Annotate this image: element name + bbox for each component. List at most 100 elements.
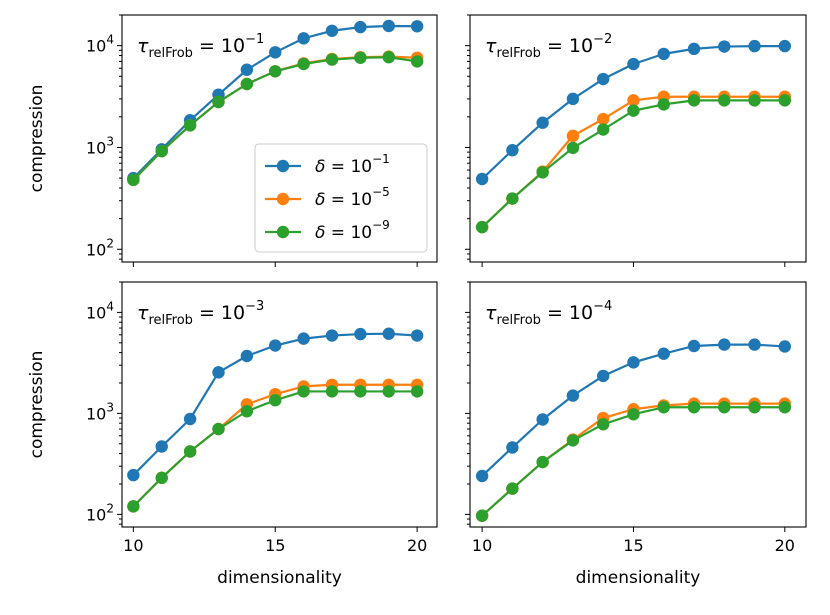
panel-2: τrelFrob = 10−2	[465, 14, 807, 267]
data-point	[778, 340, 792, 353]
data-point	[566, 129, 580, 143]
data-point	[212, 366, 225, 379]
x-tick-label: 10	[472, 536, 492, 555]
series-1	[475, 338, 792, 483]
y-tick-base: 10	[86, 303, 106, 322]
data-point	[627, 94, 640, 107]
y-tick-base: 10	[86, 240, 106, 259]
data-point	[155, 471, 168, 485]
data-point	[183, 445, 197, 458]
title-equals: = 10	[193, 302, 245, 324]
data-point	[748, 401, 761, 414]
y-axis-label: compression	[27, 351, 47, 459]
data-point	[596, 123, 610, 136]
y-tick-base: 10	[86, 138, 106, 157]
title-tau: τ	[137, 302, 149, 324]
data-point	[657, 47, 670, 61]
title-subscript: relFrob	[148, 313, 192, 328]
plot-frame	[469, 14, 807, 263]
data-point	[536, 455, 549, 469]
title-equals: = 10	[193, 35, 245, 57]
legend-equals: = 10	[325, 190, 372, 210]
data-point	[325, 24, 339, 37]
title-subscript: relFrob	[148, 46, 192, 61]
data-point	[269, 394, 282, 407]
legend-equals: = 10	[325, 157, 372, 177]
legend-label: δ = 10−5	[315, 185, 390, 210]
legend-label: δ = 10−9	[315, 218, 390, 243]
data-point	[627, 57, 640, 71]
data-point	[212, 422, 225, 436]
panel-title: τrelFrob = 10−4	[485, 299, 612, 328]
title-exponent: −4	[593, 299, 612, 314]
data-point	[718, 94, 731, 107]
y-tick-label: 103	[86, 400, 114, 423]
legend-delta: δ	[315, 157, 325, 177]
title-tau: τ	[485, 35, 497, 57]
y-axis-label: compression	[27, 85, 47, 193]
x-axis-label: dimensionality	[576, 568, 701, 588]
panel-title: τrelFrob = 10−1	[137, 32, 264, 61]
y-tick-exponent: 4	[106, 33, 114, 47]
y-tick-label: 104	[86, 299, 114, 322]
y-tick-exponent: 2	[106, 236, 114, 250]
title-exponent: −1	[245, 32, 264, 47]
y-tick-exponent: 3	[106, 134, 114, 148]
data-point	[506, 482, 519, 495]
data-point	[183, 412, 197, 426]
legend-label: δ = 10−1	[315, 152, 390, 177]
data-point	[778, 401, 792, 414]
data-point	[155, 440, 168, 453]
data-point	[155, 144, 168, 158]
y-tick-label: 102	[86, 236, 114, 259]
data-point	[240, 349, 254, 363]
y-tick-exponent: 2	[106, 501, 114, 515]
data-point	[506, 144, 519, 157]
title-tau: τ	[137, 35, 149, 57]
data-point	[382, 327, 395, 340]
data-point	[778, 94, 792, 107]
data-point	[475, 509, 489, 522]
data-point	[566, 141, 580, 155]
panel-4: 10 15 20 dimensionality τrelFrob = 10−4	[465, 281, 807, 588]
data-point	[382, 51, 395, 64]
x-axis-label: dimensionality	[217, 568, 342, 588]
series-3	[127, 385, 424, 513]
data-point	[778, 39, 792, 53]
legend-delta: δ	[315, 190, 325, 210]
data-point	[536, 413, 549, 426]
data-point	[657, 347, 670, 360]
series-line	[132, 390, 418, 508]
series-3	[127, 51, 424, 187]
data-point	[325, 329, 339, 342]
y-tick-label: 103	[86, 134, 114, 157]
data-point	[687, 339, 701, 353]
legend-frame	[254, 143, 428, 253]
title-tau: τ	[485, 302, 497, 324]
data-point	[536, 116, 549, 129]
data-point	[627, 408, 640, 421]
data-point	[566, 434, 580, 447]
data-point	[475, 220, 489, 234]
legend-exponent: −5	[372, 185, 390, 199]
data-point	[475, 172, 489, 186]
series-line	[481, 406, 785, 517]
data-point	[297, 32, 310, 45]
legend-exponent: −1	[372, 152, 390, 166]
data-point	[410, 55, 424, 68]
y-tick-base: 10	[86, 37, 106, 56]
data-point	[687, 94, 701, 107]
x-tick-label: 20	[775, 536, 795, 555]
plot-frame	[121, 281, 438, 528]
series-1	[475, 39, 792, 186]
data-point	[269, 46, 282, 59]
title-exponent: −2	[593, 32, 612, 47]
legend-entry: δ = 10−5	[265, 185, 390, 210]
legend-exponent: −9	[372, 218, 390, 232]
data-point	[410, 385, 424, 398]
data-point	[566, 389, 580, 402]
y-tick-base: 10	[86, 505, 106, 524]
data-point	[627, 104, 640, 117]
series-3	[475, 94, 792, 234]
legend-delta: δ	[315, 223, 325, 243]
